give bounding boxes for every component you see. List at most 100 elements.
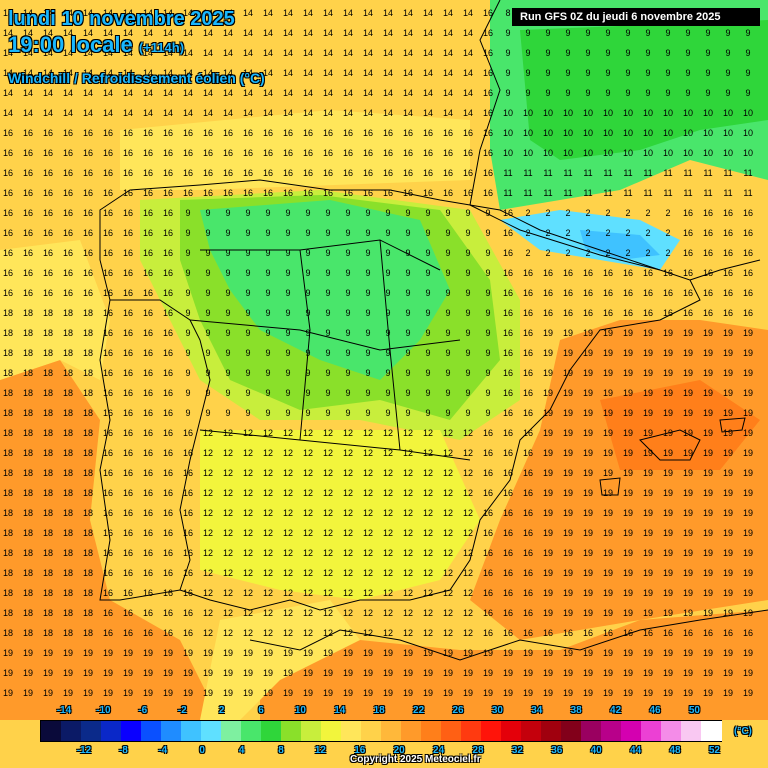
grid-value: 9: [545, 48, 550, 58]
grid-value: 19: [663, 548, 673, 558]
grid-value: 18: [63, 588, 73, 598]
grid-value: 14: [23, 108, 33, 118]
grid-value: 18: [3, 528, 13, 538]
grid-value: 16: [503, 448, 513, 458]
grid-value: 2: [605, 248, 610, 258]
grid-value: 18: [3, 428, 13, 438]
grid-value: 16: [163, 608, 173, 618]
grid-value: 18: [83, 408, 93, 418]
grid-value: 11: [683, 188, 692, 198]
grid-value: 16: [643, 288, 653, 298]
grid-value: 12: [343, 548, 353, 558]
grid-value: 10: [623, 148, 633, 158]
grid-value: 19: [623, 528, 633, 538]
grid-value: 14: [323, 88, 333, 98]
grid-value: 16: [483, 528, 493, 538]
grid-value: 9: [505, 48, 510, 58]
grid-value: 9: [365, 248, 370, 258]
grid-value: 12: [423, 588, 433, 598]
grid-value: 12: [223, 608, 233, 618]
grid-value: 16: [43, 128, 53, 138]
grid-value: 9: [285, 228, 290, 238]
grid-value: 16: [163, 228, 173, 238]
grid-value: 19: [643, 408, 653, 418]
grid-value: 12: [283, 588, 293, 598]
grid-value: 9: [245, 368, 250, 378]
grid-value: 9: [225, 288, 230, 298]
grid-value: 9: [565, 88, 570, 98]
grid-value: 12: [323, 528, 333, 538]
grid-value: 9: [305, 368, 310, 378]
grid-value: 18: [23, 408, 33, 418]
grid-value: 11: [663, 168, 672, 178]
grid-value: 16: [23, 188, 33, 198]
grid-value: 9: [485, 268, 490, 278]
grid-value: 9: [565, 48, 570, 58]
grid-value: 19: [543, 588, 553, 598]
grid-value: 14: [443, 88, 453, 98]
grid-value: 18: [63, 568, 73, 578]
legend-swatch: [401, 721, 422, 741]
legend-swatch: [421, 721, 442, 741]
south-iberia-yellow-zone: [200, 430, 480, 600]
grid-value: 16: [683, 308, 693, 318]
grid-value: 12: [423, 568, 433, 578]
grid-value: 16: [623, 268, 633, 278]
grid-value: 19: [643, 348, 653, 358]
grid-value: 16: [83, 168, 93, 178]
grid-value: 12: [323, 568, 333, 578]
grid-value: 14: [203, 108, 213, 118]
grid-value: 19: [663, 328, 673, 338]
grid-value: 16: [103, 288, 113, 298]
grid-value: 19: [663, 428, 673, 438]
legend-swatch: [561, 721, 582, 741]
grid-value: 12: [203, 548, 213, 558]
grid-value: 16: [103, 268, 113, 278]
grid-value: 16: [163, 428, 173, 438]
grid-value: 16: [483, 508, 493, 518]
legend-bottom-label: 4: [238, 745, 245, 756]
grid-value: 9: [425, 208, 430, 218]
grid-value: 18: [3, 548, 13, 558]
grid-value: 18: [43, 388, 53, 398]
grid-value: 9: [465, 208, 470, 218]
grid-value: 16: [143, 148, 153, 158]
grid-value: 12: [363, 508, 373, 518]
grid-value: 12: [303, 468, 313, 478]
grid-value: 16: [143, 388, 153, 398]
grid-value: 19: [283, 648, 293, 658]
grid-value: 9: [365, 368, 370, 378]
grid-value: 14: [423, 108, 433, 118]
grid-value: 19: [563, 468, 573, 478]
grid-value: 16: [483, 88, 493, 98]
grid-value: 19: [243, 648, 253, 658]
grid-value: 12: [443, 488, 453, 498]
grid-value: 19: [223, 688, 233, 698]
grid-value: 16: [143, 568, 153, 578]
grid-value: 9: [325, 328, 330, 338]
grid-value: 9: [665, 28, 670, 38]
grid-value: 19: [463, 688, 473, 698]
grid-value: 19: [623, 408, 633, 418]
grid-value: 9: [525, 88, 530, 98]
grid-value: 14: [43, 108, 53, 118]
grid-value: 9: [285, 408, 290, 418]
grid-value: 19: [523, 688, 533, 698]
grid-value: 18: [43, 368, 53, 378]
grid-value: 9: [425, 388, 430, 398]
legend-bottom-label: 12: [314, 745, 326, 756]
grid-value: 12: [343, 488, 353, 498]
grid-value: 12: [243, 428, 253, 438]
grid-value: 16: [143, 468, 153, 478]
grid-value: 12: [343, 568, 353, 578]
grid-value: 19: [743, 548, 753, 558]
grid-value: 19: [183, 688, 193, 698]
grid-value: 19: [143, 668, 153, 678]
grid-value: 16: [123, 468, 133, 478]
grid-value: 19: [563, 548, 573, 558]
grid-value: 19: [343, 688, 353, 698]
grid-value: 18: [3, 588, 13, 598]
africa-orange-zone: [260, 610, 768, 720]
grid-value: 16: [123, 308, 133, 318]
grid-value: 16: [123, 508, 133, 518]
